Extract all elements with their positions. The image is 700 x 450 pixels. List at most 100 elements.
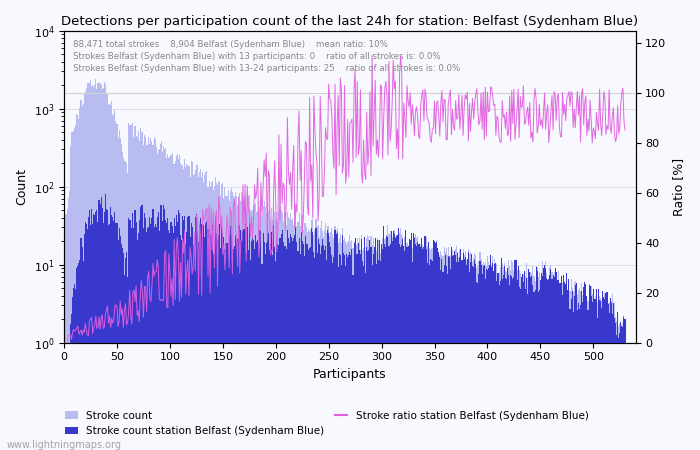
Bar bbox=[298, 213, 300, 450]
Bar bbox=[177, 222, 178, 450]
Bar bbox=[584, 282, 585, 450]
Bar bbox=[490, 255, 491, 450]
Bar bbox=[254, 205, 255, 450]
Bar bbox=[421, 238, 422, 450]
Bar bbox=[614, 319, 615, 450]
Bar bbox=[84, 94, 85, 450]
Bar bbox=[73, 288, 74, 450]
Bar bbox=[78, 119, 79, 450]
Bar bbox=[506, 279, 507, 450]
Bar bbox=[288, 238, 289, 450]
Bar bbox=[260, 202, 262, 450]
Bar bbox=[202, 237, 203, 450]
Bar bbox=[535, 281, 536, 450]
Bar bbox=[361, 234, 362, 450]
Bar bbox=[242, 195, 244, 450]
Bar bbox=[515, 261, 517, 450]
Bar bbox=[357, 254, 358, 450]
Bar bbox=[562, 283, 563, 450]
Bar bbox=[389, 244, 391, 450]
Bar bbox=[387, 225, 388, 450]
Bar bbox=[487, 270, 488, 450]
Bar bbox=[86, 224, 87, 450]
Bar bbox=[550, 265, 552, 450]
Bar bbox=[293, 238, 294, 450]
Bar bbox=[545, 261, 546, 450]
Bar bbox=[363, 266, 364, 450]
Bar bbox=[384, 239, 385, 450]
Bar bbox=[78, 263, 79, 450]
Bar bbox=[358, 243, 359, 450]
Bar bbox=[459, 250, 461, 450]
Bar bbox=[258, 244, 260, 450]
Bar bbox=[97, 222, 99, 450]
Bar bbox=[337, 243, 339, 450]
Bar bbox=[477, 266, 478, 450]
Bar bbox=[148, 136, 149, 450]
Bar bbox=[240, 201, 241, 450]
Bar bbox=[465, 257, 466, 450]
Bar bbox=[616, 335, 617, 450]
Bar bbox=[169, 234, 171, 450]
Bar bbox=[71, 315, 72, 450]
Bar bbox=[164, 149, 165, 450]
Bar bbox=[526, 279, 527, 450]
Bar bbox=[424, 236, 426, 450]
Bar bbox=[324, 250, 325, 450]
Bar bbox=[110, 105, 111, 450]
Bar bbox=[560, 283, 561, 450]
Bar bbox=[105, 194, 106, 450]
Bar bbox=[486, 266, 487, 450]
Bar bbox=[107, 210, 108, 450]
Bar bbox=[366, 247, 368, 450]
Bar bbox=[508, 261, 509, 450]
Bar bbox=[165, 148, 166, 450]
Bar bbox=[229, 236, 230, 450]
Bar bbox=[361, 238, 362, 450]
Bar bbox=[413, 233, 414, 450]
Bar bbox=[377, 238, 378, 450]
Bar bbox=[598, 289, 599, 450]
Stroke ratio station Belfast (Sydenham Blue) bbox=[621, 127, 629, 133]
Bar bbox=[483, 262, 484, 450]
Bar bbox=[162, 220, 163, 450]
Bar bbox=[237, 205, 238, 450]
Bar bbox=[457, 252, 458, 450]
Bar bbox=[254, 249, 255, 450]
Bar bbox=[397, 235, 398, 450]
Bar bbox=[155, 147, 157, 450]
Bar bbox=[64, 215, 66, 450]
Bar bbox=[517, 266, 519, 450]
Bar bbox=[496, 281, 498, 450]
Bar bbox=[566, 273, 567, 450]
Bar bbox=[565, 284, 566, 450]
Bar bbox=[372, 238, 374, 450]
Bar bbox=[178, 159, 179, 450]
Bar bbox=[347, 242, 349, 450]
Line: Stroke ratio station Belfast (Sydenham Blue): Stroke ratio station Belfast (Sydenham B… bbox=[65, 55, 625, 343]
Bar bbox=[132, 213, 134, 450]
Bar bbox=[491, 267, 492, 450]
Bar bbox=[81, 106, 83, 450]
Bar bbox=[602, 291, 603, 450]
Bar bbox=[265, 254, 266, 450]
Bar bbox=[542, 261, 543, 450]
Bar bbox=[223, 237, 225, 450]
Bar bbox=[266, 243, 267, 450]
Bar bbox=[503, 275, 504, 450]
Bar bbox=[578, 290, 579, 450]
Bar bbox=[364, 237, 365, 450]
Stroke ratio station Belfast (Sydenham Blue) bbox=[594, 121, 602, 126]
Bar bbox=[414, 237, 415, 450]
Bar bbox=[401, 234, 402, 450]
Bar bbox=[490, 255, 491, 450]
Bar bbox=[157, 154, 158, 450]
Bar bbox=[370, 247, 372, 450]
Bar bbox=[468, 252, 469, 450]
Bar bbox=[232, 248, 233, 450]
Bar bbox=[298, 238, 300, 450]
Bar bbox=[290, 213, 291, 450]
Bar bbox=[467, 259, 468, 450]
Bar bbox=[399, 244, 400, 450]
Bar bbox=[538, 277, 539, 450]
